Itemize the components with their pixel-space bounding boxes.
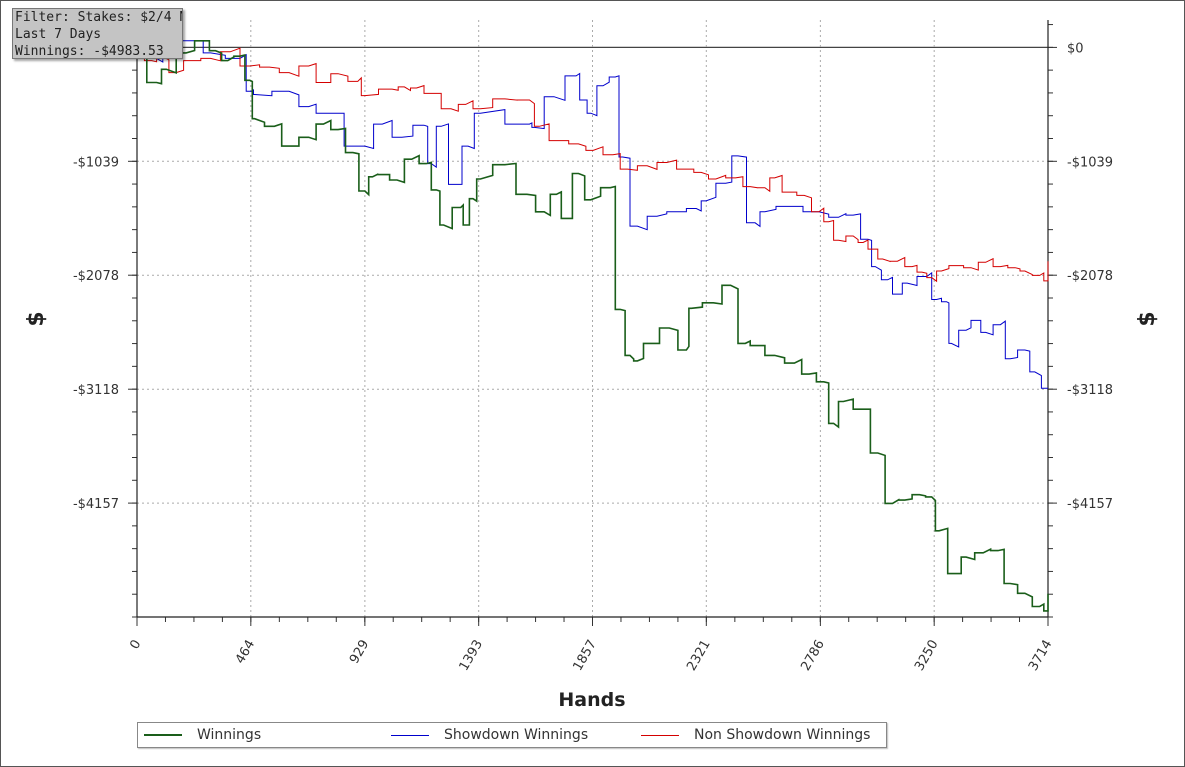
x-tick-label: 0 (127, 638, 144, 653)
y-tick-label-right: -$3118 (1067, 383, 1113, 398)
legend-label-winnings: Winnings (197, 727, 262, 743)
filter-line-winnings: Winnings: -$4983.53 (15, 44, 164, 59)
x-tick-label: 464 (233, 638, 258, 667)
series-line-non-showdown (136, 45, 1049, 283)
legend-label-non-showdown: Non Showdown Winnings (694, 727, 871, 743)
y-tick-label-left: -$3118 (73, 383, 119, 398)
legend-swatch-non-showdown (641, 734, 679, 736)
x-tick-label: 929 (347, 638, 372, 667)
y-tick-label-left: -$1039 (73, 155, 119, 170)
x-tick-label: 1393 (457, 638, 487, 674)
x-tick-label: 3714 (1026, 638, 1056, 674)
chart-legend: Winnings Showdown Winnings Non Showdown … (137, 722, 887, 748)
filter-line-stakes: Filter: Stakes: $2/4 NL (15, 10, 183, 25)
x-tick-label: 2321 (684, 638, 714, 674)
series-line-showdown (136, 28, 1048, 389)
legend-item-winnings: Winnings (144, 723, 261, 747)
legend-item-showdown: Showdown Winnings (391, 723, 588, 747)
y-tick-label-right: -$2078 (1067, 269, 1113, 284)
y-tick-label-right: -$1039 (1067, 155, 1113, 170)
y-tick-label-right: $0 (1067, 41, 1084, 56)
series-line-winnings (136, 40, 1049, 612)
legend-label-showdown: Showdown Winnings (444, 727, 589, 743)
x-tick-label: 2786 (798, 638, 828, 674)
filter-line-period: Last 7 Days (15, 27, 102, 42)
legend-swatch-winnings (144, 734, 182, 736)
x-tick-label: 3250 (912, 638, 942, 674)
series-layer (136, 28, 1049, 612)
y-tick-label-left: -$4157 (73, 497, 119, 512)
y-tick-label-right: -$4157 (1067, 497, 1113, 512)
grid-layer (137, 20, 1048, 617)
y-tick-label-left: -$2078 (73, 269, 119, 284)
x-axis-title: Hands (558, 689, 625, 711)
y-axis-title-right: $ (1135, 311, 1160, 326)
legend-item-non-showdown: Non Showdown Winnings (641, 723, 870, 747)
y-axis-title-left: $ (24, 311, 49, 326)
x-tick-label: 1857 (570, 638, 600, 674)
legend-swatch-showdown (391, 734, 429, 736)
filter-info-box: Filter: Stakes: $2/4 NL Last 7 Days Winn… (12, 8, 183, 59)
